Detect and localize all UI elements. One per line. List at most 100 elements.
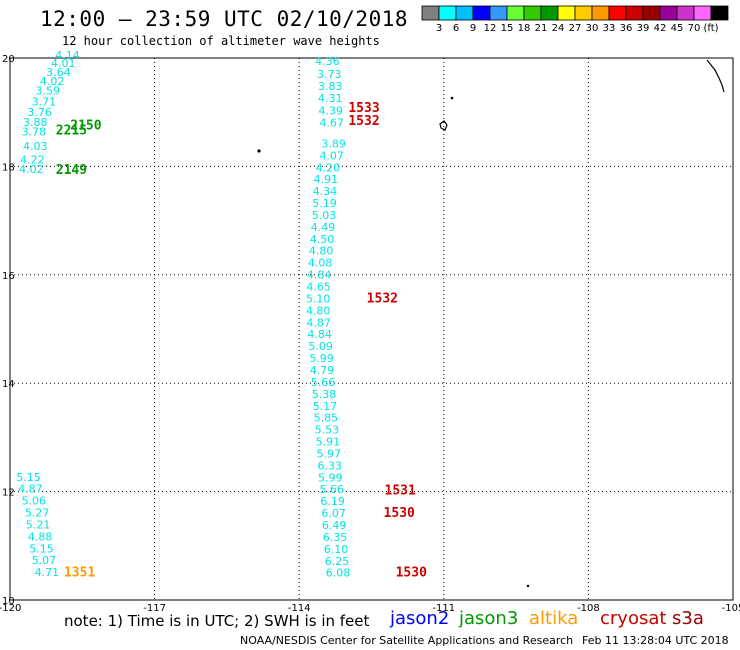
wave-height-value: 5.38 (312, 388, 337, 401)
wave-height-value: 5.91 (316, 436, 341, 449)
wave-height-value: 4.02 (19, 163, 43, 176)
wave-height-value: 5.17 (313, 400, 338, 413)
wave-height-value: 5.06 (22, 495, 47, 508)
scale-tick-label: 3 (436, 23, 442, 34)
wave-height-value: 4.39 (318, 104, 343, 117)
wave-height-value: 4.14 (55, 49, 80, 62)
wave-height-value: 3.71 (32, 96, 57, 109)
wave-height-value: 4.31 (318, 92, 343, 105)
wave-height-value: 6.35 (323, 531, 348, 544)
wave-height-value: 5.27 (25, 507, 50, 520)
x-tick-label: -111 (432, 603, 455, 614)
wave-height-value: 4.08 (308, 257, 333, 270)
scale-tick-label: 15 (501, 23, 514, 34)
scale-tick-label: 45 (671, 23, 684, 34)
wave-height-value: 4.84 (307, 328, 332, 341)
wave-height-value: 5.15 (16, 471, 40, 484)
y-tick-label: 16 (2, 271, 15, 282)
x-tick-label: -105 (722, 603, 740, 614)
wave-height-value: 4.79 (310, 364, 335, 377)
island-outline (439, 120, 448, 131)
y-tick-label: 10 (2, 596, 15, 607)
satellite-label-cryosat: cryosat (600, 608, 667, 629)
island-dot (450, 96, 454, 100)
x-tick-label: -120 (0, 603, 21, 614)
wave-height-value: 3.59 (36, 84, 61, 97)
wave-height-value: 3.89 (321, 137, 346, 150)
wave-height-value: 3.83 (318, 80, 343, 93)
wave-height-value: 5.03 (312, 209, 337, 222)
wave-height-value: 4.91 (314, 173, 339, 186)
wave-height-value: 6.07 (321, 507, 346, 520)
scale-tick-label: 24 (552, 23, 565, 34)
satellite-label-s3a: s3a (672, 608, 704, 629)
wave-height-value: 4.87 (306, 316, 331, 329)
scale-tick-label: 12 (484, 23, 497, 34)
wave-height-value: 6.19 (320, 495, 345, 508)
plot-frame (9, 57, 734, 601)
footer-timestamp: Feb 11 13:28:04 UTC 2018 (582, 634, 729, 647)
scale-tick-label: 21 (535, 23, 548, 34)
island-dot (257, 149, 261, 153)
wave-height-value: 5.99 (309, 352, 334, 365)
y-tick-label: 20 (2, 54, 15, 65)
y-tick-label: 18 (2, 162, 15, 173)
satellite-label-jason3: jason3 (459, 608, 519, 629)
chart-subtitle: 12 hour collection of altimeter wave hei… (62, 34, 380, 48)
pass-time-label: 1533 (348, 101, 379, 116)
pass-time-label: 1351 (64, 566, 95, 581)
pass-time-label: 1532 (348, 114, 379, 129)
wave-height-value: 3.88 (23, 116, 48, 129)
scale-tick-label: 18 (518, 23, 531, 34)
pass-time-label: 1532 (367, 291, 398, 306)
wave-height-value: 4.01 (51, 57, 76, 70)
satellite-label-jason2: jason2 (390, 608, 450, 629)
wave-height-value: 4.88 (28, 530, 53, 543)
scale-tick-label: (ft) (703, 23, 718, 34)
scale-tick-label: 33 (603, 23, 616, 34)
scale-tick-label: 36 (620, 23, 633, 34)
scale-tick-label: 9 (470, 23, 476, 34)
pass-time-label: 1530 (384, 506, 415, 521)
wave-height-value: 4.80 (309, 245, 334, 258)
coastline (706, 59, 725, 93)
wave-height-value: 4.65 (306, 281, 331, 294)
scale-tick-label: 42 (654, 23, 667, 34)
scale-tick-label: 39 (637, 23, 650, 34)
wave-height-value: 4.36 (315, 55, 340, 68)
wave-height-value: 6.33 (318, 459, 343, 472)
scale-tick-label: 70 (688, 23, 701, 34)
wave-height-value: 5.85 (314, 412, 339, 425)
scale-swatch (710, 5, 729, 21)
x-tick-label: -108 (577, 603, 600, 614)
wave-height-value: 5.15 (29, 542, 53, 555)
wave-height-value: 3.76 (27, 106, 51, 119)
wave-height-value: 4.20 (316, 161, 341, 174)
satellite-label-altika: altika (529, 608, 579, 629)
wave-height-value: 4.22 (20, 154, 45, 167)
y-tick-label: 12 (2, 488, 15, 499)
wave-height-value: 5.97 (317, 447, 342, 460)
wave-height-value: 6.08 (326, 567, 351, 580)
wave-height-value: 4.84 (307, 269, 332, 282)
wave-height-value: 5.66 (319, 483, 344, 496)
wave-height-value: 5.07 (32, 554, 57, 567)
footer-credit: NOAA/NESDIS Center for Satellite Applica… (240, 634, 574, 647)
wave-height-value: 4.34 (313, 185, 338, 198)
wave-height-value: 5.99 (318, 471, 343, 484)
wave-height-value: 4.80 (306, 304, 331, 317)
wave-height-value: 5.21 (26, 518, 50, 531)
wave-height-value: 5.09 (308, 340, 333, 353)
wave-height-value: 6.25 (325, 555, 350, 568)
chart-title: 12:00 — 23:59 UTC 02/10/2018 (40, 7, 409, 31)
wave-height-value: 4.67 (319, 116, 344, 129)
y-tick-label: 14 (2, 379, 15, 390)
wave-height-value: 4.87 (18, 483, 43, 496)
x-tick-label: -117 (143, 603, 166, 614)
pass-time-label: 2150 (70, 119, 101, 134)
wave-height-value: 4.71 (35, 566, 60, 579)
units-note: note: 1) Time is in UTC; 2) SWH is in fe… (64, 612, 370, 630)
wave-height-value: 3.73 (317, 68, 342, 81)
pass-time-label: 2149 (56, 163, 87, 178)
wave-height-value: 4.49 (311, 221, 336, 234)
